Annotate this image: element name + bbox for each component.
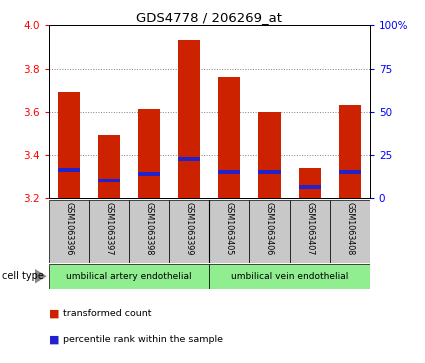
Text: GSM1063408: GSM1063408: [345, 201, 354, 255]
Bar: [58, 92, 80, 198]
Text: transformed count: transformed count: [63, 310, 151, 318]
Text: GSM1063396: GSM1063396: [65, 201, 74, 255]
Bar: [129, 200, 169, 263]
Bar: [49, 264, 209, 289]
Bar: [178, 41, 200, 198]
Text: GSM1063406: GSM1063406: [265, 201, 274, 255]
Text: GSM1063405: GSM1063405: [225, 201, 234, 255]
Bar: [298, 185, 320, 189]
Text: GSM1063399: GSM1063399: [185, 201, 194, 255]
Bar: [98, 179, 120, 182]
Text: ■: ■: [49, 309, 60, 319]
Bar: [49, 200, 89, 263]
Bar: [218, 170, 241, 174]
Bar: [178, 157, 200, 161]
Bar: [58, 168, 80, 172]
Text: umbilical vein endothelial: umbilical vein endothelial: [231, 272, 348, 281]
Text: umbilical artery endothelial: umbilical artery endothelial: [66, 272, 192, 281]
Bar: [218, 77, 241, 198]
Polygon shape: [35, 269, 47, 284]
Bar: [330, 200, 370, 263]
Bar: [209, 200, 249, 263]
Bar: [298, 168, 320, 198]
Bar: [339, 170, 361, 174]
Text: GSM1063407: GSM1063407: [305, 201, 314, 255]
Text: cell type: cell type: [2, 271, 44, 281]
Text: GSM1063398: GSM1063398: [144, 201, 154, 255]
Text: ■: ■: [49, 334, 60, 344]
Bar: [258, 170, 280, 174]
Text: percentile rank within the sample: percentile rank within the sample: [63, 335, 223, 344]
Bar: [289, 200, 330, 263]
Text: GSM1063397: GSM1063397: [105, 201, 113, 255]
Title: GDS4778 / 206269_at: GDS4778 / 206269_at: [136, 11, 282, 24]
Bar: [138, 172, 160, 176]
Bar: [258, 111, 280, 198]
Bar: [89, 200, 129, 263]
Bar: [339, 105, 361, 198]
Bar: [209, 264, 370, 289]
Bar: [98, 135, 120, 198]
Bar: [249, 200, 289, 263]
Bar: [169, 200, 209, 263]
Bar: [138, 110, 160, 198]
